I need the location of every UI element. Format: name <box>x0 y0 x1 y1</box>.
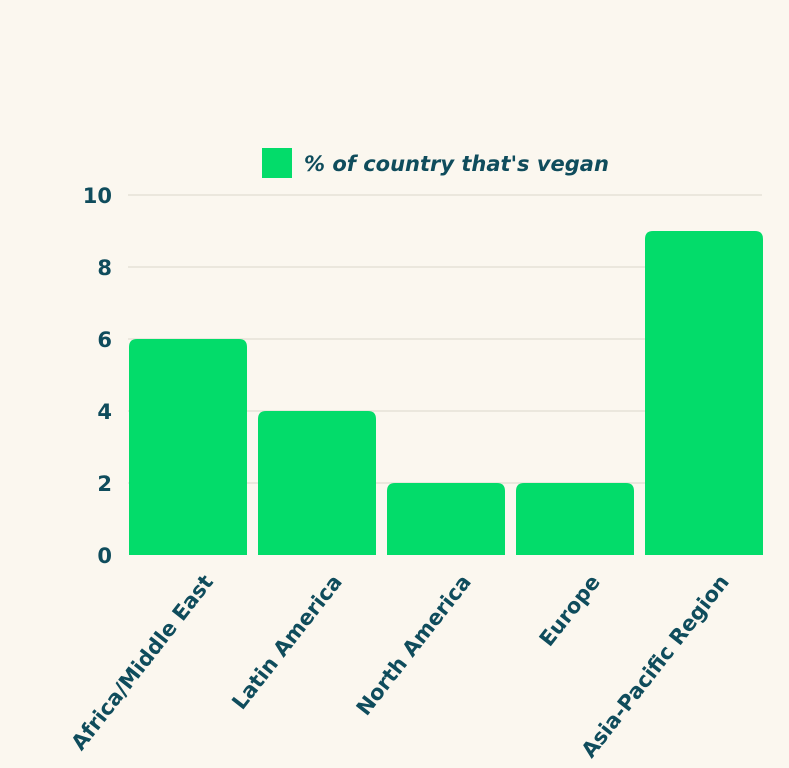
bar-asia-pacific-region <box>645 231 763 555</box>
bar-latin-america <box>258 411 376 555</box>
y-tick-label: 0 <box>97 544 112 568</box>
y-tick-label: 6 <box>97 328 112 352</box>
y-tick-label: 4 <box>97 400 112 424</box>
y-tick-label: 10 <box>83 184 112 208</box>
legend-swatch <box>262 148 292 178</box>
legend: % of country that's vegan <box>262 148 609 178</box>
x-tick-label: Latin America <box>227 570 347 714</box>
bar-africa-middle-east <box>129 339 247 555</box>
y-tick-label: 2 <box>97 472 112 496</box>
y-axis: 0 2 4 6 8 10 <box>83 184 112 568</box>
x-axis: Africa/Middle East Latin America North Ame… <box>67 570 734 762</box>
x-tick-label: Europe <box>535 570 605 650</box>
x-tick-label: Asia-Pacific Region <box>577 570 734 762</box>
bar-north-america <box>387 483 505 555</box>
x-tick-label: North America <box>352 570 476 720</box>
legend-label: % of country that's vegan <box>304 152 609 176</box>
bar-europe <box>516 483 634 555</box>
x-tick-label: Africa/Middle East <box>67 570 218 754</box>
y-tick-label: 8 <box>97 256 112 280</box>
bars <box>129 231 763 555</box>
